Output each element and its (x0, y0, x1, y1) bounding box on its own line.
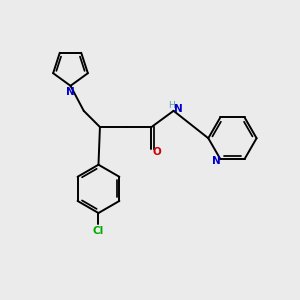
Text: Cl: Cl (93, 226, 104, 236)
Text: N: N (175, 104, 183, 114)
Text: O: O (152, 147, 161, 157)
Text: H: H (168, 101, 175, 110)
Text: N: N (212, 157, 221, 166)
Text: N: N (66, 87, 75, 97)
